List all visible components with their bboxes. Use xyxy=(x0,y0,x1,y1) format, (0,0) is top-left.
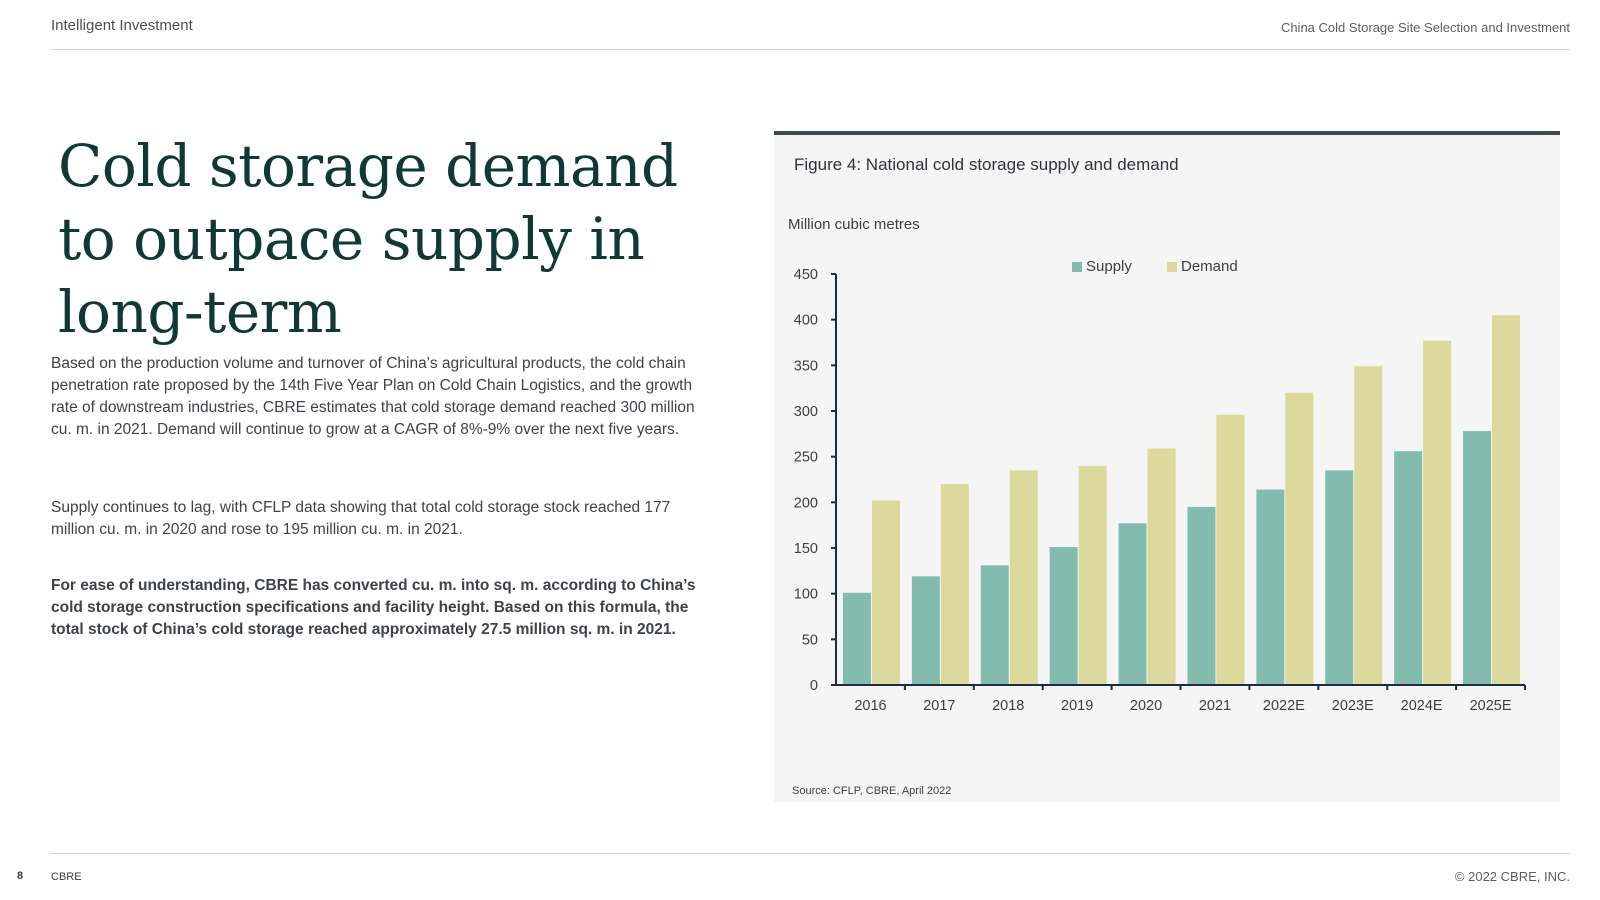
page-title: Cold storage demand to outpace supply in… xyxy=(58,132,678,346)
bar-demand-2020 xyxy=(1147,448,1176,685)
y-tick-label-350: 350 xyxy=(794,358,818,374)
bar-demand-2022e xyxy=(1285,392,1314,685)
bar-chart: 2016 2017 2018 2019 2020 2021 2022E 2023E 2024E 2… xyxy=(794,267,1526,714)
figure-title: Figure 4: National cold storage supply a… xyxy=(794,155,1179,174)
y-tick-label-150: 150 xyxy=(794,541,818,557)
bar-supply-2022e xyxy=(1256,489,1285,685)
bar-demand-2016 xyxy=(871,500,900,685)
bar-supply-2025e xyxy=(1463,431,1492,685)
x-tick-label-2022e: 2022E xyxy=(1263,698,1305,714)
footer-brand: CBRE xyxy=(51,871,82,883)
x-tick-label-2023e: 2023E xyxy=(1332,698,1374,714)
bar-supply-2018 xyxy=(980,565,1009,685)
bar-demand-2023e xyxy=(1354,366,1383,685)
header-left: Intelligent Investment xyxy=(51,17,193,34)
footer-divider xyxy=(50,853,1570,854)
legend-item-supply: Supply xyxy=(1072,258,1132,275)
body-paragraph-3: For ease of understanding, CBRE has conv… xyxy=(51,577,696,638)
y-tick-label-250: 250 xyxy=(794,450,818,466)
x-tick-label-2021: 2021 xyxy=(1199,698,1231,714)
bar-demand-2019 xyxy=(1078,465,1107,685)
figure-source: Source: CFLP, CBRE, April 2022 xyxy=(792,785,952,797)
bar-supply-2024e xyxy=(1394,451,1423,685)
x-tick-label-2018: 2018 xyxy=(992,698,1024,714)
bar-supply-2023e xyxy=(1325,470,1354,685)
y-tick-label-50: 50 xyxy=(802,632,818,648)
x-tick-label-2016: 2016 xyxy=(854,698,886,714)
bar-demand-2025e xyxy=(1492,315,1521,685)
y-tick-label-200: 200 xyxy=(794,495,818,511)
body-paragraph-2: Supply continues to lag, with CFLP data … xyxy=(51,499,671,538)
bar-supply-2017 xyxy=(911,576,940,685)
legend-label-supply: Supply xyxy=(1086,258,1132,275)
bar-supply-2019 xyxy=(1049,547,1078,685)
x-tick-label-2024e: 2024E xyxy=(1401,698,1443,714)
bar-supply-2016 xyxy=(842,592,871,685)
footer-page-number: 8 xyxy=(17,870,24,882)
x-tick-label-2017: 2017 xyxy=(923,698,955,714)
bar-demand-2024e xyxy=(1423,340,1452,685)
footer-copyright: © 2022 CBRE, INC. xyxy=(1454,869,1570,884)
body-paragraph-1: Based on the production volume and turno… xyxy=(51,355,695,438)
legend-item-demand: Demand xyxy=(1167,258,1238,275)
y-tick-label-450: 450 xyxy=(794,267,818,283)
header-right: China Cold Storage Site Selection and In… xyxy=(1280,20,1570,35)
bar-demand-2021 xyxy=(1216,414,1245,685)
y-tick-label-0: 0 xyxy=(810,678,818,694)
legend-label-demand: Demand xyxy=(1181,258,1238,275)
bar-demand-2017 xyxy=(940,484,969,685)
bar-supply-2021 xyxy=(1187,506,1216,685)
y-tick-label-100: 100 xyxy=(794,587,818,603)
x-tick-label-2020: 2020 xyxy=(1130,698,1162,714)
legend-swatch-demand xyxy=(1167,261,1177,272)
y-tick-label-400: 400 xyxy=(794,313,818,329)
header-divider xyxy=(50,49,1570,50)
y-axis-unit-label: Million cubic metres xyxy=(788,216,920,233)
figure-panel: Figure 4: National cold storage supply a… xyxy=(774,131,1560,802)
x-tick-label-2019: 2019 xyxy=(1061,698,1093,714)
bar-supply-2020 xyxy=(1118,523,1147,685)
y-tick-label-300: 300 xyxy=(794,404,818,420)
x-tick-label-2025e: 2025E xyxy=(1470,698,1512,714)
legend-swatch-supply xyxy=(1072,261,1082,272)
bar-demand-2018 xyxy=(1009,470,1038,685)
